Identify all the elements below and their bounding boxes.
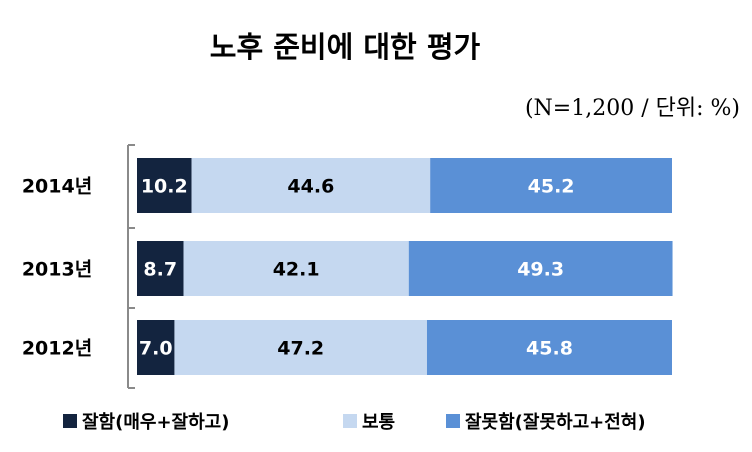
bars xyxy=(137,158,673,375)
chart-title: 노후 준비에 대한 평가 xyxy=(210,30,481,64)
data-label: 42.1 xyxy=(273,259,320,281)
legend-label: 보통 xyxy=(362,412,395,433)
data-label: 45.8 xyxy=(526,338,573,360)
bar-segment xyxy=(137,241,184,296)
category-label: 2013년 xyxy=(22,259,92,281)
legend-swatch xyxy=(63,414,77,428)
legend: 잘함(매우+잘하고) 보통 잘못함(잘못하고+전혀) xyxy=(63,411,646,433)
bar-segment xyxy=(426,320,672,375)
bar-segment xyxy=(174,320,427,375)
data-label: 10.2 xyxy=(141,176,188,198)
bar-segment xyxy=(137,158,192,213)
bar-segment xyxy=(191,158,431,213)
bar-segment xyxy=(183,241,409,296)
legend-swatch xyxy=(343,414,357,428)
category-label: 2012년 xyxy=(22,338,92,360)
data-label: 7.0 xyxy=(139,338,173,360)
legend-label: 잘못함(잘못하고+전혀) xyxy=(465,411,646,433)
data-label: 45.2 xyxy=(528,176,575,198)
data-label: 8.7 xyxy=(143,259,177,281)
chart-subtitle: (N=1,200 / 단위: %) xyxy=(525,96,740,121)
category-label: 2014년 xyxy=(22,176,92,198)
legend-label: 잘함(매우+잘하고) xyxy=(82,411,229,433)
bar-segment xyxy=(408,241,673,296)
data-label: 49.3 xyxy=(517,259,564,281)
data-labels: 10.2 44.6 45.2 8.7 42.1 49.3 7.0 47.2 45.8 xyxy=(139,176,575,360)
data-label: 44.6 xyxy=(287,176,334,198)
category-labels: 2014년 2013년 2012년 xyxy=(22,176,92,360)
bar-segment xyxy=(137,320,175,375)
bar-segment xyxy=(430,158,672,213)
legend-swatch xyxy=(446,414,460,428)
data-label: 47.2 xyxy=(277,338,324,360)
category-axis xyxy=(127,144,135,389)
